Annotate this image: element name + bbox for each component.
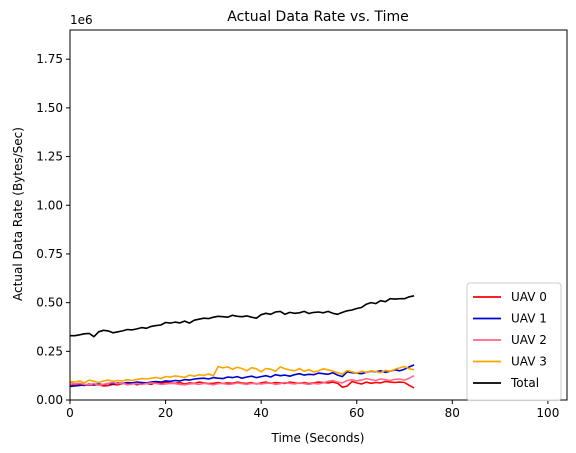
legend-label: UAV 0 xyxy=(511,290,547,304)
series-line-uav-2 xyxy=(69,374,415,387)
legend-label: UAV 1 xyxy=(511,312,547,326)
x-tick-label: 80 xyxy=(445,406,460,420)
x-tick-label: 40 xyxy=(254,406,269,420)
y-tick-label: 0.50 xyxy=(36,296,63,310)
legend-box xyxy=(466,282,562,401)
plot-frame xyxy=(69,29,568,401)
chart-title: Actual Data Rate vs. Time xyxy=(227,9,408,25)
series-lines xyxy=(69,295,415,389)
y-tick-label: 1.00 xyxy=(36,198,63,212)
x-tick-label: 20 xyxy=(158,406,173,420)
legend-label: UAV 2 xyxy=(511,333,547,347)
x-tick-label: 0 xyxy=(66,406,74,420)
x-tick-label: 100 xyxy=(536,406,559,420)
y-tick-label: 0.25 xyxy=(36,344,63,358)
y-tick-label: 1.25 xyxy=(36,150,63,164)
y-tick-label: 0.00 xyxy=(36,393,63,407)
series-line-total xyxy=(70,295,415,338)
y-tick-label: 0.75 xyxy=(36,247,63,261)
axis-ticks: 0 20 40 60 80 100 0.00 0.25 0.50 0.75 1.00 1.25 1.50… xyxy=(36,52,559,420)
y-tick-label: 1.75 xyxy=(36,52,63,66)
x-axis-label: Time (Seconds) xyxy=(271,431,365,445)
legend-label: Total xyxy=(510,376,539,390)
legend-label: UAV 3 xyxy=(511,355,547,369)
y-axis-label: Actual Data Rate (Bytes/Sec) xyxy=(11,127,25,301)
series-line-uav-3 xyxy=(69,365,415,384)
y-tick-label: 1.50 xyxy=(36,101,63,115)
y-offset-label: 1e6 xyxy=(70,13,93,27)
x-tick-label: 60 xyxy=(349,406,364,420)
legend: UAV 0 UAV 1 UAV 2 UAV 3 Total xyxy=(466,282,562,401)
